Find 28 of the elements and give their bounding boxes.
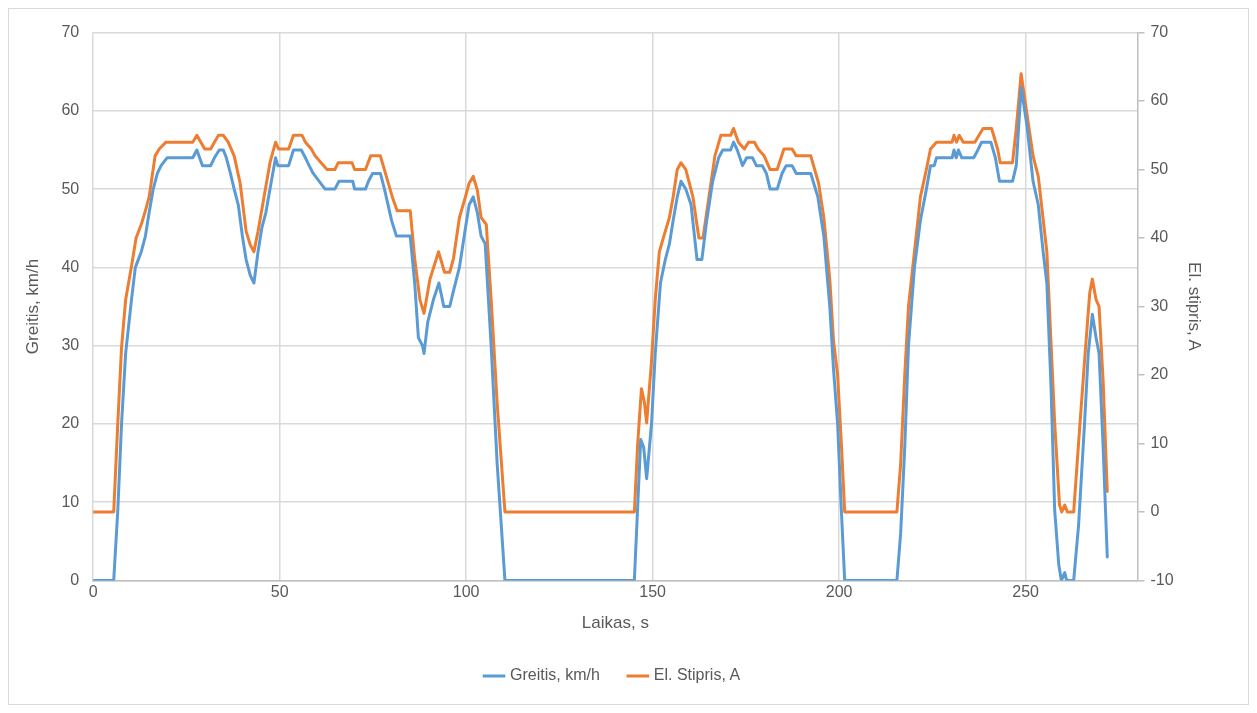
y2-tick-label: 70 <box>1150 23 1169 41</box>
legend-label: Greitis, km/h <box>510 666 600 684</box>
y-tick-label: 40 <box>61 257 80 275</box>
y2-axis-title: El. stipris, A <box>1185 262 1205 352</box>
y-axis-title: Greitis, km/h <box>22 258 42 355</box>
y2-tick-label: 50 <box>1150 159 1169 177</box>
y2-tick-label: 10 <box>1150 433 1169 451</box>
y-tick-label: 10 <box>61 492 80 510</box>
y2-tick-label: -10 <box>1150 570 1174 588</box>
y-tick-label: 0 <box>70 570 80 588</box>
y2-tick-label: 40 <box>1150 228 1169 246</box>
legend-label: El. Stipris, A <box>653 666 741 684</box>
y2-tick-label: 60 <box>1150 91 1169 109</box>
x-axis-title: Laikas, s <box>581 613 649 633</box>
x-tick-label: 100 <box>452 583 480 601</box>
x-tick-label: 150 <box>639 583 667 601</box>
x-tick-label: 0 <box>88 583 98 601</box>
y2-tick-label: 20 <box>1150 365 1169 383</box>
y2-tick-label: 30 <box>1150 296 1169 314</box>
x-tick-label: 50 <box>270 583 289 601</box>
x-tick-label: 200 <box>825 583 853 601</box>
y-tick-label: 50 <box>61 179 80 197</box>
y-tick-label: 20 <box>61 414 80 432</box>
y-tick-label: 70 <box>61 23 80 41</box>
y-tick-label: 30 <box>61 336 80 354</box>
y-tick-label: 60 <box>61 101 80 119</box>
x-tick-label: 250 <box>1012 583 1040 601</box>
y2-tick-label: 0 <box>1150 502 1160 520</box>
